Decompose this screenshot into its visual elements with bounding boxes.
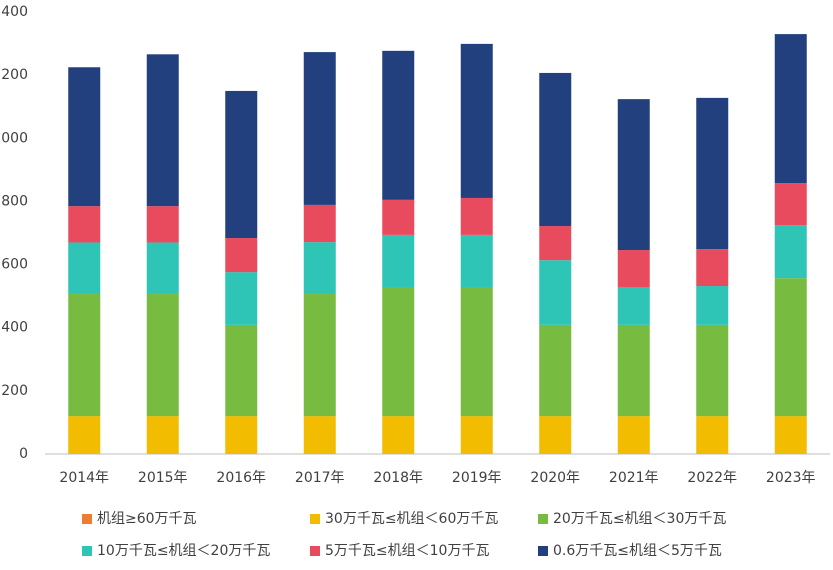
bar-segment <box>617 416 650 454</box>
bar-segment <box>617 324 650 417</box>
bar-segment <box>146 292 179 417</box>
legend-swatch <box>538 514 548 524</box>
bar-segment <box>774 34 807 184</box>
bar-segment <box>225 324 258 417</box>
x-tick-label: 2021年 <box>609 470 659 486</box>
y-tick-label: 600 <box>1 257 28 273</box>
legend-swatch <box>538 546 548 556</box>
bar-segment <box>382 199 415 235</box>
bar-segment <box>146 242 179 293</box>
bar-segment <box>774 416 807 454</box>
bar-segment <box>68 416 101 454</box>
bar-segment <box>696 286 729 325</box>
bar-segment <box>68 292 101 417</box>
x-tick-label: 2020年 <box>530 470 580 486</box>
bar-segment <box>68 67 101 207</box>
bar-segment <box>696 324 729 417</box>
bar-segment <box>774 278 807 417</box>
bar-segment <box>696 249 729 287</box>
legend-swatch <box>310 514 320 524</box>
bar-segment <box>303 416 336 454</box>
bar-segment <box>460 286 493 417</box>
bar-segment <box>68 206 101 243</box>
x-tick-label: 2017年 <box>295 470 345 486</box>
y-tick-label: 0 <box>19 446 28 462</box>
bar-segment <box>303 242 336 293</box>
legend-label: 0.6万千瓦≤机组＜5万千瓦 <box>553 543 722 559</box>
bar-segment <box>617 99 650 251</box>
legend-swatch <box>82 514 92 524</box>
bar-segment <box>460 416 493 454</box>
bar-segment <box>303 204 336 243</box>
bar-segment <box>225 272 258 325</box>
bar-segment <box>617 286 650 325</box>
legend-label: 20万千瓦≤机组＜30万千瓦 <box>553 511 726 527</box>
bar-segment <box>382 234 415 287</box>
bar-segment <box>68 242 101 293</box>
bar-segment <box>382 416 415 454</box>
x-tick-label: 2018年 <box>373 470 423 486</box>
legend-label: 机组≥60万千瓦 <box>97 511 197 527</box>
y-tick-label: 400 <box>1 320 28 336</box>
bar-segment <box>539 260 572 325</box>
y-tick-label: 200 <box>1 383 28 399</box>
x-tick-label: 2022年 <box>687 470 737 486</box>
x-tick-label: 2016年 <box>216 470 266 486</box>
legend-swatch <box>310 546 320 556</box>
y-tick-label: 800 <box>1 193 28 209</box>
bar-segment <box>696 416 729 454</box>
bar-segment <box>382 50 415 200</box>
bar-segment <box>774 225 807 279</box>
bar-segment <box>539 72 572 227</box>
bar-segment <box>617 250 650 287</box>
x-tick-label: 2015年 <box>138 470 188 486</box>
bar-segment <box>146 54 179 207</box>
bar-segment <box>225 416 258 454</box>
legend-swatch <box>82 546 92 556</box>
bar-segment <box>696 97 729 250</box>
bar-segment <box>774 183 807 226</box>
bar-segment <box>225 238 258 273</box>
y-tick-label: 1200 <box>0 67 28 83</box>
x-tick-label: 2019年 <box>452 470 502 486</box>
x-tick-label: 2014年 <box>59 470 109 486</box>
bar-segment <box>539 324 572 417</box>
bar-segment <box>460 43 493 198</box>
bar-segment <box>146 206 179 243</box>
bar-segment <box>460 234 493 287</box>
legend-label: 10万千瓦≤机组＜20万千瓦 <box>97 543 270 559</box>
y-tick-label: 1000 <box>0 130 28 146</box>
bar-segment <box>225 90 258 239</box>
legend-label: 5万千瓦≤机组＜10万千瓦 <box>325 543 489 559</box>
y-tick-label: 1400 <box>0 4 28 20</box>
bar-segment <box>460 197 493 235</box>
legend-label: 30万千瓦≤机组＜60万千瓦 <box>325 511 498 527</box>
bar-segment <box>303 52 336 205</box>
bar-segment <box>539 416 572 454</box>
bar-segment <box>382 286 415 417</box>
x-tick-label: 2023年 <box>766 470 816 486</box>
bar-segment <box>146 416 179 454</box>
bar-segment <box>539 226 572 261</box>
bar-segment <box>303 292 336 417</box>
